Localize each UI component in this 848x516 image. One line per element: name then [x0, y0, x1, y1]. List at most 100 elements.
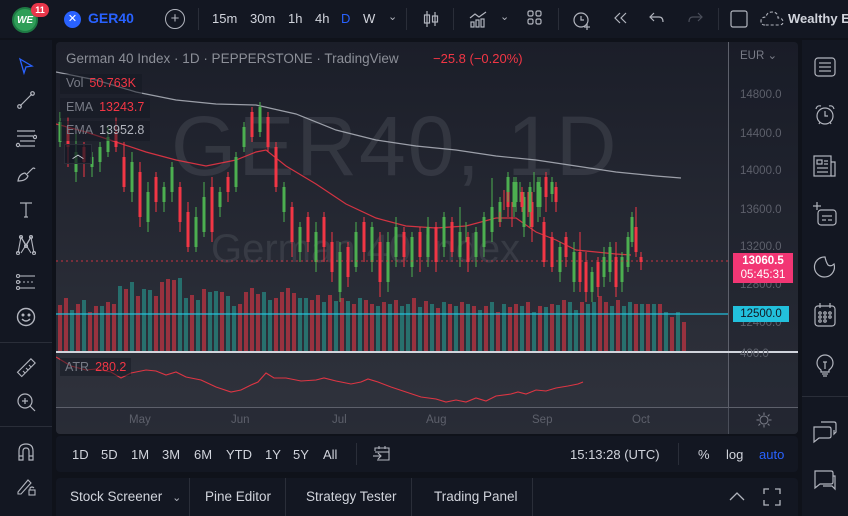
hotlists-fire-icon[interactable] — [811, 253, 839, 281]
range-ytd[interactable]: YTD — [226, 447, 252, 462]
currency-dropdown[interactable]: EUR ⌄ — [740, 50, 778, 62]
volume-value: 50.763K — [89, 76, 136, 90]
indicators-dropdown-chevron-icon[interactable]: ⌄ — [500, 11, 510, 23]
chat-bubbles-icon[interactable] — [811, 466, 839, 494]
horizontal-line-price-label: 12500.0 — [733, 306, 789, 322]
percent-scale-toggle[interactable]: % — [698, 447, 710, 462]
tab-stock-screener[interactable]: Stock Screener ⌄ — [56, 478, 191, 516]
chats-icon[interactable] — [811, 418, 839, 446]
ruler-measure-icon[interactable] — [12, 356, 40, 380]
collapse-legend-chevron-up-icon[interactable]: ︿ — [64, 144, 92, 164]
alert-clock-icon[interactable] — [571, 9, 593, 31]
range-1m[interactable]: 1M — [131, 447, 150, 462]
divider — [453, 8, 454, 30]
auto-scale-toggle[interactable]: auto — [759, 447, 785, 462]
ema-50-line — [56, 123, 632, 256]
divider — [558, 8, 559, 30]
add-to-watchlist-details-icon[interactable] — [811, 200, 839, 228]
time-axis[interactable]: May Jun Jul Aug Sep Oct — [56, 407, 798, 434]
divider — [802, 396, 848, 397]
drawing-toolbar — [0, 40, 52, 516]
emoji-smiley-icon[interactable] — [12, 305, 40, 329]
price-axis[interactable] — [728, 42, 798, 434]
symbol-search-button[interactable]: GER40 — [88, 10, 134, 26]
fib-retracement-icon[interactable] — [12, 126, 40, 150]
news-icon[interactable] — [811, 152, 839, 180]
range-5d[interactable]: 5D — [101, 447, 118, 462]
price-tick: 14800.0 — [740, 89, 782, 101]
replay-rewind-icon[interactable] — [611, 9, 629, 27]
range-1y[interactable]: 1Y — [265, 447, 281, 462]
redo-icon[interactable] — [686, 9, 704, 27]
brush-icon[interactable] — [12, 162, 40, 186]
timeframe-d[interactable]: D — [341, 11, 351, 26]
indicators-icon[interactable] — [468, 9, 488, 29]
ideas-lightbulb-icon[interactable] — [811, 352, 839, 380]
month-label: Jul — [332, 414, 347, 426]
layout-name-button[interactable]: Wealthy E — [788, 11, 848, 26]
candlestick-chart-type-icon[interactable] — [422, 9, 440, 29]
chart-legend-title: German 40 Index · 1D · PEPPERSTONE · Tra… — [66, 51, 399, 66]
divider — [678, 443, 679, 465]
current-price-label: 13060.5 05:45:31 — [733, 253, 793, 283]
timeframe-dropdown-chevron-icon[interactable]: ⌄ — [388, 11, 398, 23]
timeframe-4h[interactable]: 4h — [315, 11, 330, 26]
tab-pine-editor[interactable]: Pine Editor — [191, 478, 287, 516]
fullscreen-square-icon[interactable] — [729, 9, 749, 29]
range-5y[interactable]: 5Y — [293, 447, 309, 462]
go-to-date-calendar-icon[interactable] — [372, 445, 392, 463]
timeframe-1h[interactable]: 1h — [288, 11, 303, 26]
tab-strategy-tester[interactable]: Strategy Tester — [292, 478, 412, 516]
price-change: −25.8 (−0.20%) — [433, 51, 523, 66]
undo-icon[interactable] — [648, 9, 666, 27]
month-label: Jun — [231, 414, 250, 426]
prediction-measure-icon[interactable] — [12, 270, 40, 294]
range-3m[interactable]: 3M — [162, 447, 181, 462]
range-6m[interactable]: 6M — [194, 447, 213, 462]
timeframe-15m[interactable]: 15m — [212, 11, 238, 26]
ema-value: 13243.7 — [99, 100, 145, 114]
utc-clock[interactable]: 15:13:28 (UTC) — [570, 447, 660, 462]
right-sidebar — [802, 40, 848, 516]
volume-legend[interactable]: Vol 50.763K — [60, 74, 142, 94]
zoom-in-icon[interactable] — [12, 390, 40, 414]
price-tick: 13600.0 — [740, 204, 782, 216]
compare-symbol-button[interactable]: + — [165, 9, 185, 29]
divider — [356, 443, 357, 465]
chart-settings-gear-icon[interactable] — [756, 412, 772, 428]
ema-value: 13952.8 — [99, 123, 145, 137]
calendar-icon[interactable] — [811, 301, 839, 329]
tab-trading-panel[interactable]: Trading Panel — [420, 478, 533, 516]
range-1d[interactable]: 1D — [72, 447, 89, 462]
chevron-down-icon[interactable]: ⌄ — [172, 492, 182, 504]
ema-200-line — [56, 71, 682, 179]
ema-long-legend[interactable]: EMA 13952.8 — [60, 121, 151, 141]
text-tool-icon[interactable] — [12, 198, 40, 222]
ema-short-legend[interactable]: EMA 13243.7 — [60, 98, 151, 118]
timeframe-30m[interactable]: 30m — [250, 11, 276, 26]
pattern-xabcd-icon[interactable] — [12, 233, 40, 257]
divider — [0, 426, 52, 427]
layout-grid-icon[interactable] — [526, 9, 544, 27]
cursor-arrow-icon[interactable] — [12, 54, 40, 78]
watchlist-icon[interactable] — [811, 53, 839, 81]
timeframe-w[interactable]: W — [363, 11, 376, 26]
lock-drawings-pencil-icon[interactable] — [12, 474, 40, 498]
price-tick: 14400.0 — [740, 128, 782, 140]
alerts-alarm-clock-icon[interactable] — [811, 101, 839, 129]
bottom-panel-tabs: Stock Screener ⌄ Pine Editor Strategy Te… — [56, 478, 798, 516]
chart-area[interactable]: GER40, 1D German 40 Index — [56, 42, 798, 434]
atr-legend[interactable]: ATR 280.2 — [60, 358, 132, 376]
atr-axis-tick: 400.0 — [740, 348, 769, 360]
expand-panel-chevron-up-icon[interactable] — [728, 490, 746, 502]
trend-line-icon[interactable] — [12, 88, 40, 112]
range-all[interactable]: All — [323, 447, 338, 462]
price-tick: 14000.0 — [740, 165, 782, 177]
cloud-save-icon[interactable] — [760, 10, 784, 28]
log-scale-toggle[interactable]: log — [726, 447, 744, 462]
magnet-icon[interactable] — [12, 440, 40, 464]
maximize-panel-icon[interactable] — [763, 488, 781, 506]
atr-label: ATR — [65, 360, 90, 374]
current-price-value: 13060.5 — [742, 255, 784, 267]
pane-separator[interactable] — [56, 351, 798, 353]
